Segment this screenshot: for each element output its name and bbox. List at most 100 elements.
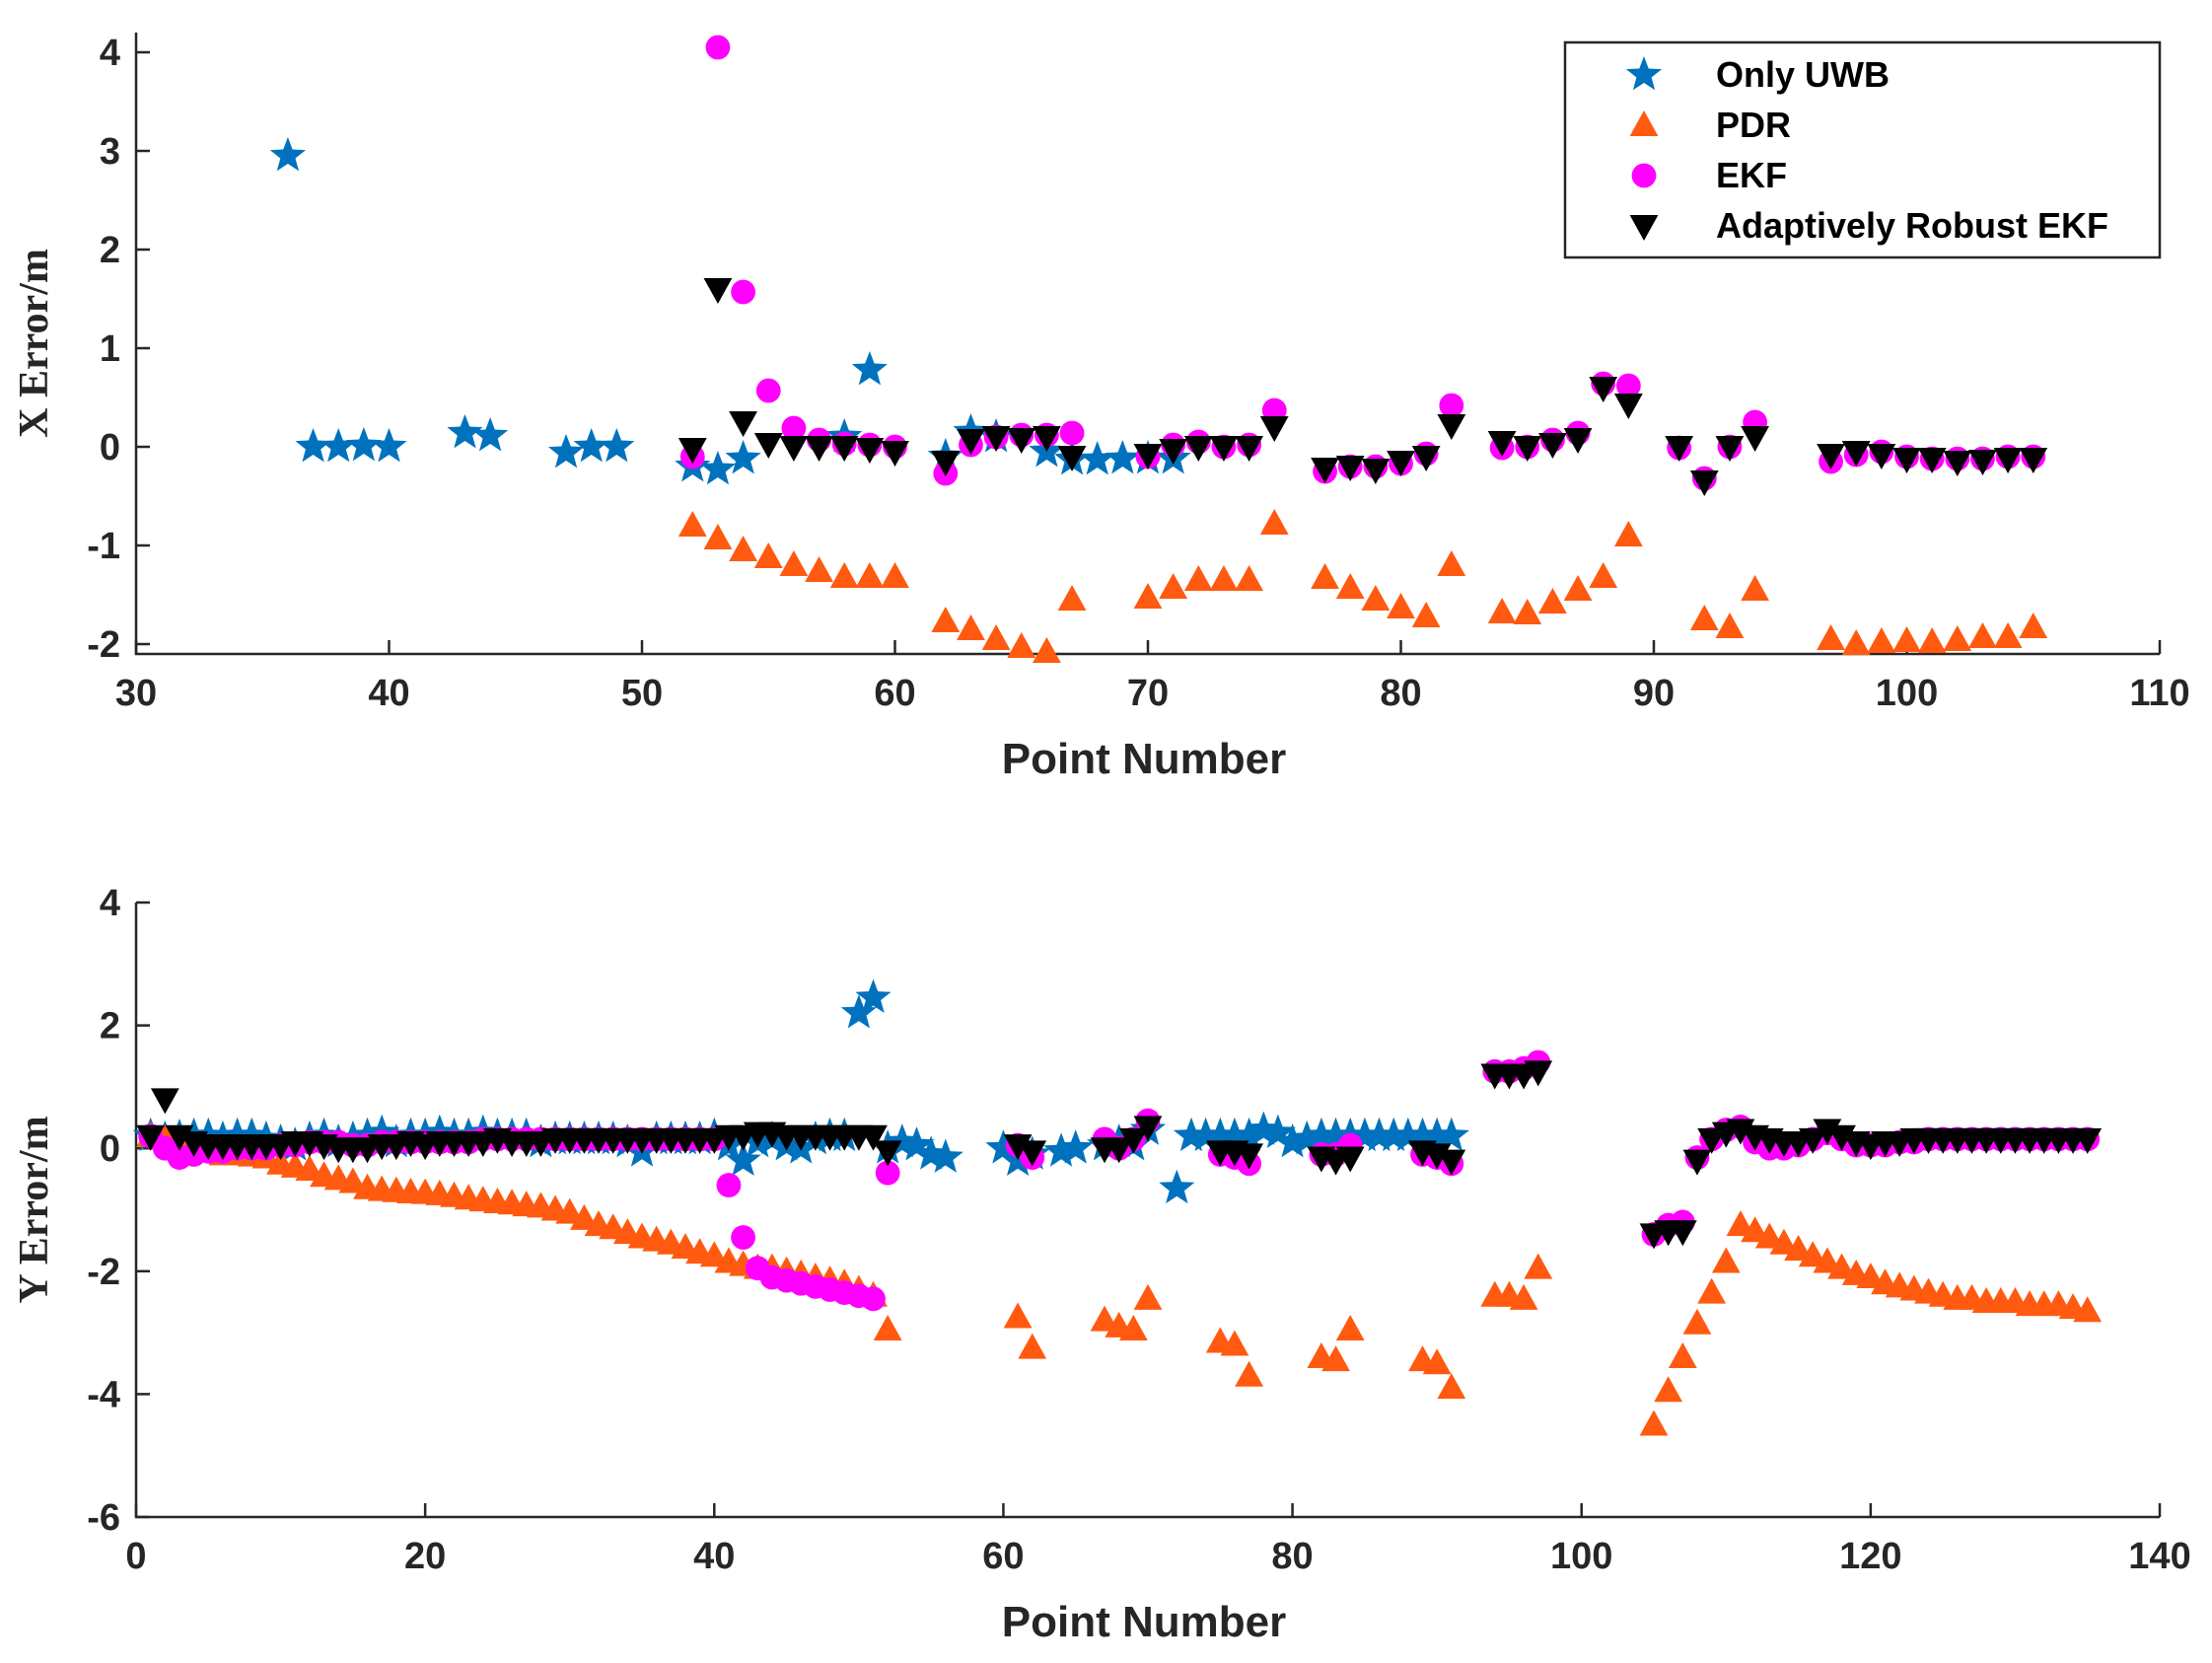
x-tick-label: 140	[2128, 1536, 2190, 1577]
data-point	[855, 438, 885, 464]
data-point	[1437, 414, 1466, 440]
data-point	[1390, 1117, 1426, 1152]
data-point	[1419, 1117, 1456, 1152]
data-point	[1689, 605, 1719, 630]
data-point	[1943, 625, 1972, 651]
data-point	[1057, 446, 1087, 471]
x-tick-label: 40	[693, 1536, 735, 1577]
data-point	[1867, 444, 1896, 470]
data-point	[1613, 394, 1643, 419]
data-point	[1968, 622, 1997, 648]
x-tick-label: 50	[621, 673, 663, 714]
y-tick-label: -1	[87, 526, 120, 567]
data-point	[716, 1173, 742, 1197]
series-adaptively-robust-ekf	[136, 1060, 2103, 1250]
y-tick-label: 2	[100, 230, 120, 271]
data-point	[1018, 1333, 1047, 1359]
data-point	[898, 1126, 935, 1161]
y-tick-label: -2	[87, 624, 120, 666]
series-pdr	[136, 1121, 2103, 1436]
data-point	[1079, 441, 1115, 475]
data-point	[779, 436, 809, 462]
data-point	[1231, 1117, 1267, 1152]
data-point	[753, 542, 783, 568]
data-point	[1105, 1137, 1134, 1164]
data-point	[1311, 563, 1339, 589]
y-tick-label: -6	[87, 1497, 120, 1539]
data-point	[1235, 436, 1263, 462]
axis-lines	[134, 903, 2160, 1519]
x-tick-label: 0	[125, 1536, 146, 1577]
data-point	[861, 1286, 886, 1312]
y-tick-label: 0	[100, 427, 120, 469]
data-point	[1524, 1253, 1553, 1279]
data-point	[1892, 626, 1921, 652]
data-point	[1303, 1117, 1339, 1152]
data-point	[1259, 509, 1289, 535]
data-point	[321, 428, 357, 463]
data-point	[472, 417, 509, 452]
x-tick-label: 40	[368, 673, 409, 714]
data-point	[1183, 436, 1213, 462]
data-point	[1387, 451, 1415, 476]
data-point	[873, 1314, 902, 1340]
data-point	[1335, 1314, 1365, 1340]
data-point	[873, 1140, 902, 1167]
data-point	[1538, 588, 1567, 614]
data-point	[1841, 629, 1871, 655]
data-point	[1513, 599, 1542, 624]
legend-label: Adaptively Robust EKF	[1716, 205, 2108, 246]
data-point	[1437, 1373, 1466, 1400]
data-point	[1289, 1120, 1325, 1155]
y-axis-label: Y Error/m	[12, 1116, 57, 1303]
data-point	[1798, 1241, 1827, 1267]
data-point	[705, 35, 731, 60]
data-point	[1133, 1283, 1163, 1310]
data-point	[295, 428, 331, 463]
x-tick-label: 100	[1876, 673, 1938, 714]
data-point	[1856, 1263, 1886, 1289]
data-point	[805, 556, 833, 582]
data-point	[1697, 1277, 1727, 1304]
data-point	[1321, 1345, 1350, 1372]
data-point	[829, 562, 859, 588]
data-point	[1404, 1117, 1441, 1152]
data-point	[219, 1117, 255, 1152]
data-point	[779, 550, 809, 576]
data-point	[1589, 377, 1618, 402]
data-point	[725, 440, 761, 474]
data-point	[851, 351, 888, 386]
x-axis-label: Point Number	[1002, 1598, 1286, 1646]
x-tick-label: 90	[1633, 673, 1675, 714]
data-point	[1057, 1129, 1094, 1164]
data-point	[1220, 1330, 1249, 1356]
legend-item-ekf: EKF	[1631, 155, 1787, 195]
data-point	[1784, 1234, 1813, 1261]
data-point	[1274, 1123, 1311, 1158]
x-tick-label: 80	[1380, 673, 1421, 714]
data-point	[1057, 585, 1087, 611]
legend-label: Only UWB	[1716, 54, 1890, 95]
data-point	[855, 562, 885, 588]
data-point	[1665, 436, 1694, 462]
data-point	[1726, 1210, 1755, 1237]
data-point	[729, 536, 757, 561]
x-tick-label: 20	[404, 1536, 446, 1577]
data-point	[295, 1155, 324, 1182]
data-point	[1118, 1127, 1148, 1154]
data-point	[731, 1225, 755, 1250]
data-point	[1411, 446, 1441, 471]
data-point	[1235, 565, 1263, 591]
data-point	[1387, 593, 1415, 618]
data-point	[678, 511, 707, 537]
legend-marker	[1629, 110, 1659, 136]
y-axis-label: X Error/m	[12, 249, 57, 438]
series-pdr	[678, 509, 2048, 663]
data-point	[1033, 426, 1061, 452]
data-point	[1563, 428, 1593, 454]
data-point	[1968, 450, 1997, 475]
data-point	[1439, 393, 1464, 418]
data-point	[1682, 1149, 1712, 1176]
data-point	[2019, 613, 2048, 638]
data-point	[1715, 613, 1745, 638]
